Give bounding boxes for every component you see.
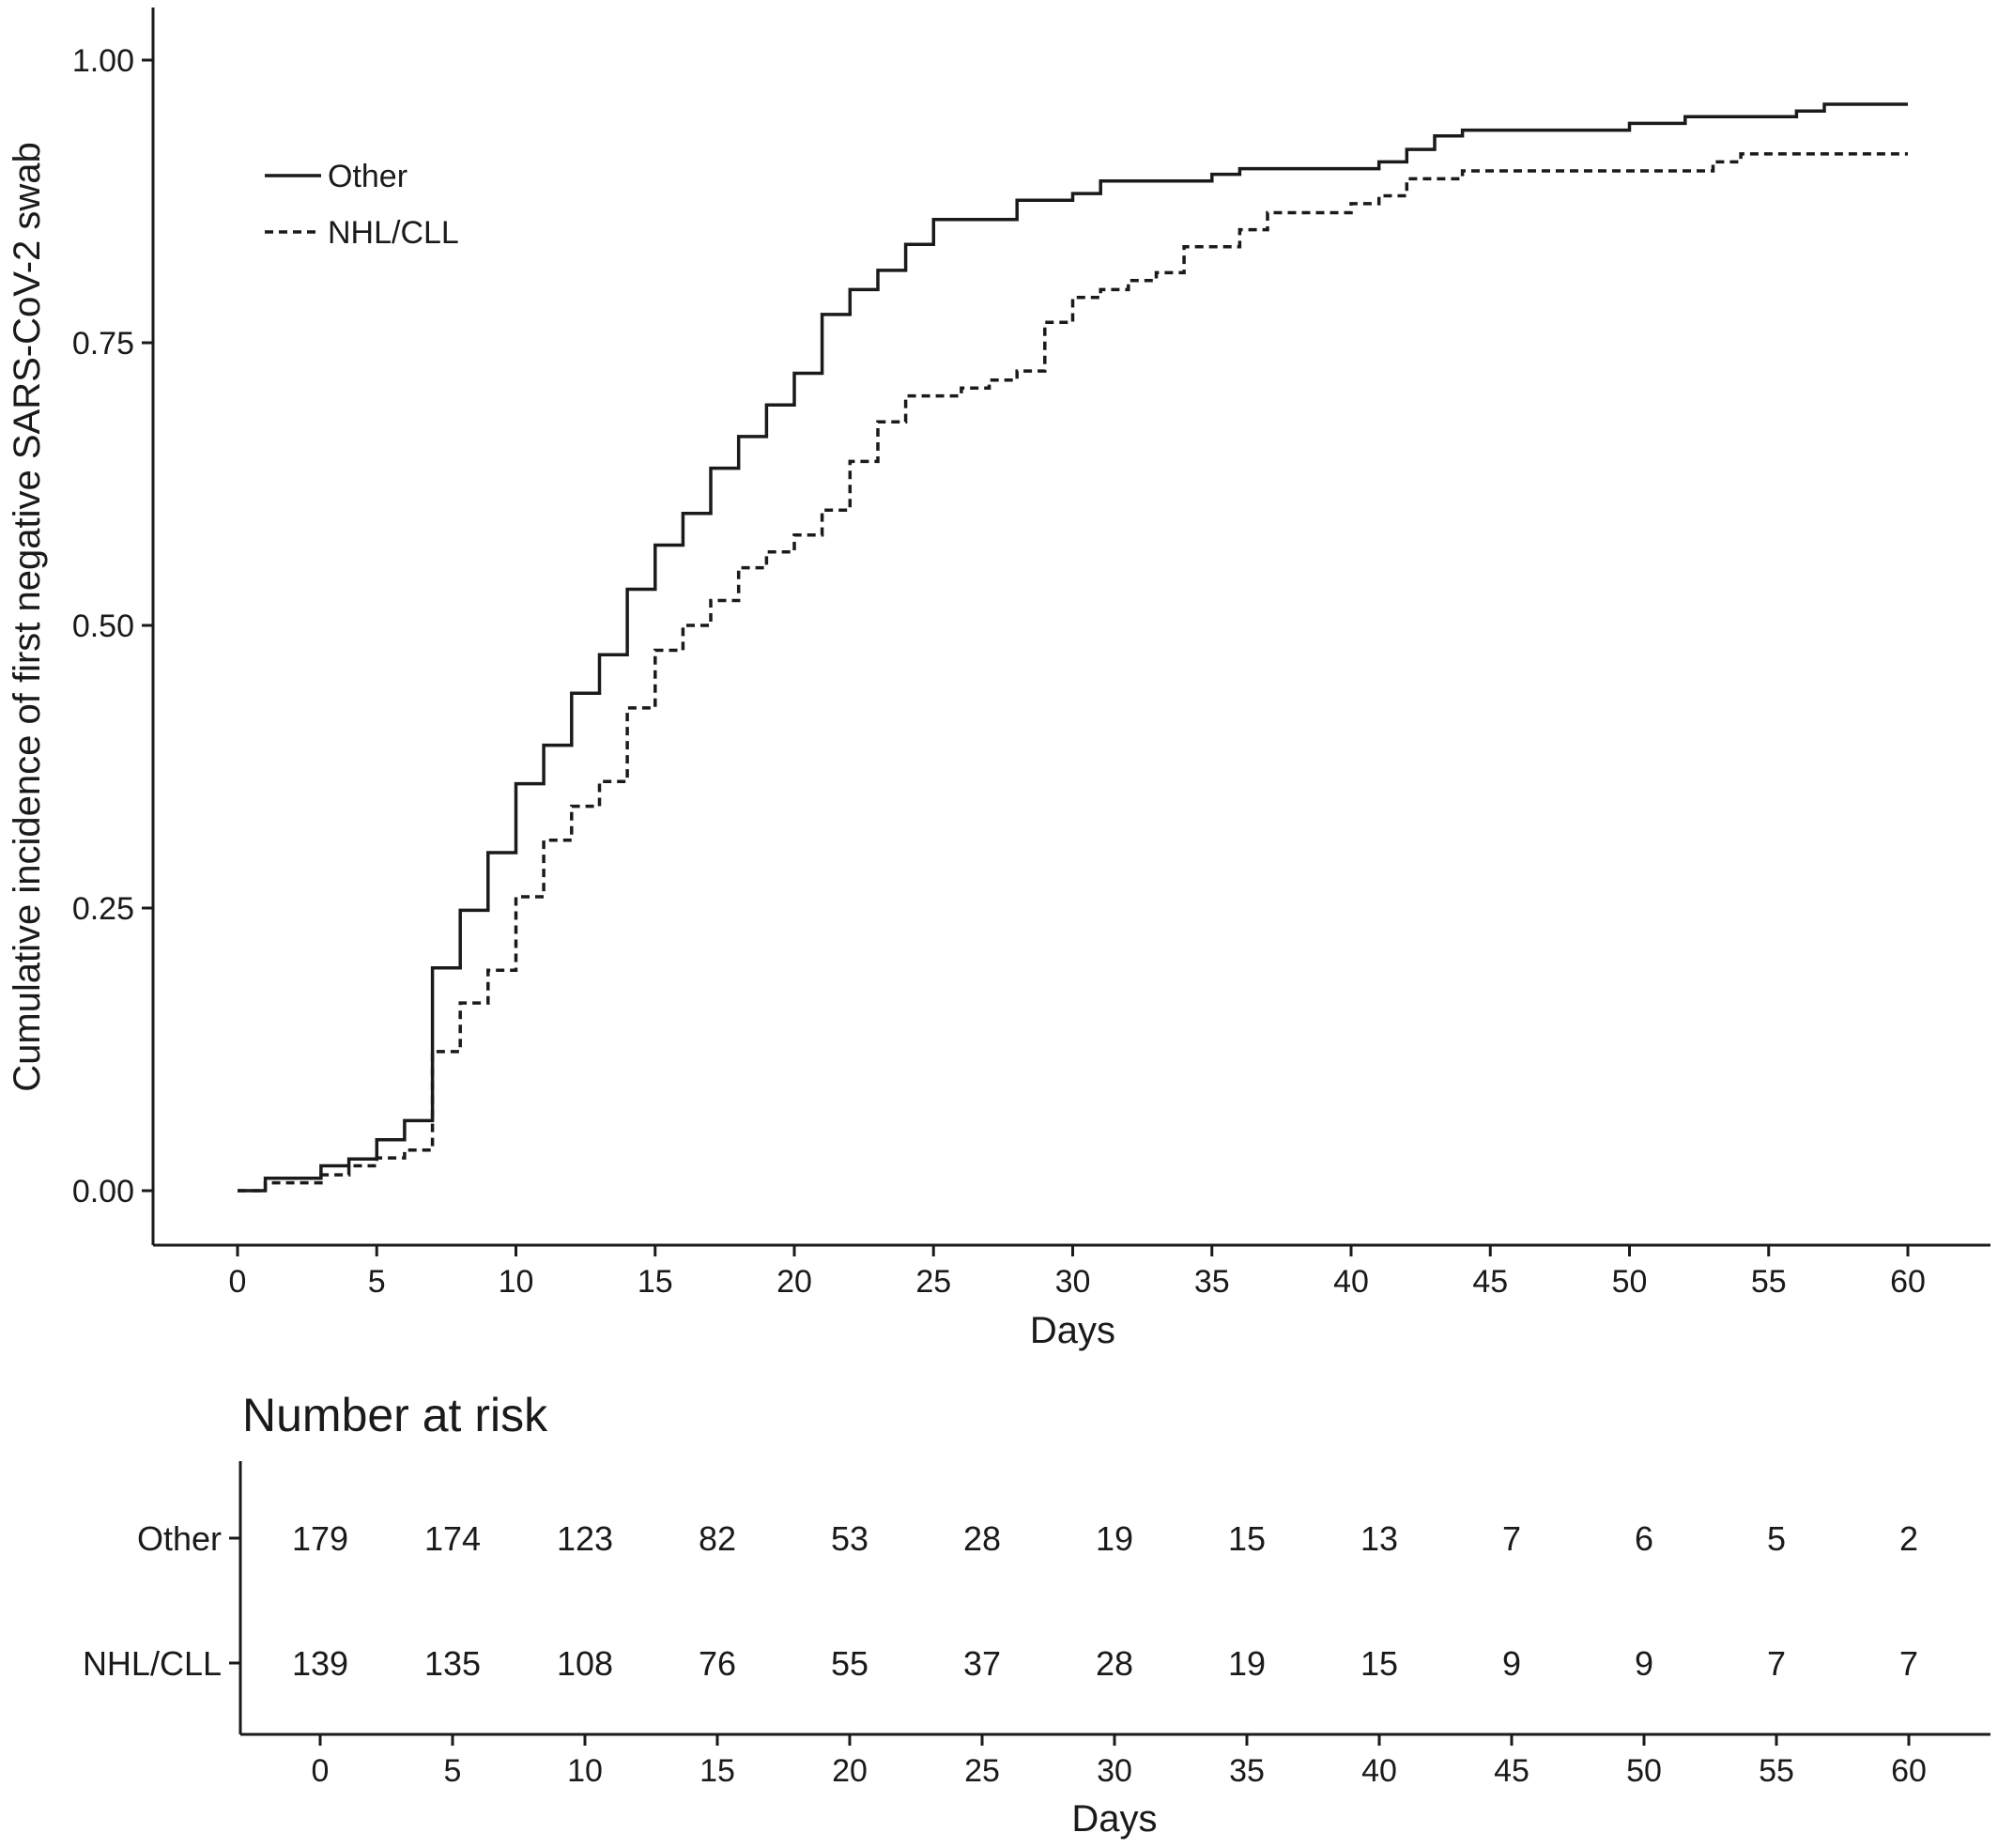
x-tick-label: 25 bbox=[915, 1264, 951, 1300]
series-lines bbox=[238, 102, 1908, 1193]
legend-label: Other bbox=[328, 159, 407, 194]
x-axis-title: Days bbox=[1030, 1310, 1115, 1351]
risk-cell: 135 bbox=[424, 1644, 481, 1683]
risk-cell: 7 bbox=[1899, 1644, 1918, 1683]
risk-x-tick-label: 40 bbox=[1361, 1753, 1397, 1789]
x-tick-label: 15 bbox=[638, 1264, 673, 1300]
y-tick-label: 0.00 bbox=[72, 1174, 134, 1209]
risk-cell: 28 bbox=[1096, 1644, 1133, 1683]
series-line-nhl-cll bbox=[238, 152, 1908, 1193]
risk-cell: 7 bbox=[1767, 1644, 1786, 1683]
risk-cell: 7 bbox=[1502, 1519, 1521, 1558]
risk-x-tick-label: 45 bbox=[1494, 1753, 1529, 1789]
x-tick-label: 40 bbox=[1333, 1264, 1369, 1300]
risk-cell: 82 bbox=[699, 1519, 736, 1558]
risk-cell: 2 bbox=[1899, 1519, 1918, 1558]
x-tick-label: 35 bbox=[1194, 1264, 1230, 1300]
y-tick-label: 0.50 bbox=[72, 608, 134, 644]
risk-cell: 123 bbox=[557, 1519, 613, 1558]
risk-x-tick-label: 60 bbox=[1891, 1753, 1927, 1789]
main-plot: 0.00 0.25 0.50 0.75 1.00 0 5 10 15 20 25 30 35 40 45 5… bbox=[7, 8, 1990, 1351]
y-axis-title: Cumulative incidence of first negative S… bbox=[7, 142, 48, 1092]
risk-cell: 174 bbox=[424, 1519, 481, 1558]
risk-cell: 28 bbox=[963, 1519, 1001, 1558]
x-axis-ticks: 0 5 10 15 20 25 30 35 40 45 50 55 60 bbox=[229, 1245, 1926, 1300]
risk-cell: 9 bbox=[1635, 1644, 1653, 1683]
risk-cell: 19 bbox=[1096, 1519, 1133, 1558]
risk-cell: 53 bbox=[831, 1519, 868, 1558]
x-tick-label: 45 bbox=[1472, 1264, 1508, 1300]
risk-x-tick-label: 25 bbox=[964, 1753, 1000, 1789]
risk-x-tick-label: 10 bbox=[567, 1753, 603, 1789]
risk-table: Number at risk Other 179 174 123 82 53 28 19 15 1… bbox=[83, 1389, 1990, 1840]
series-line-other bbox=[238, 102, 1908, 1193]
y-tick-label: 1.00 bbox=[72, 43, 134, 79]
x-tick-label: 5 bbox=[368, 1264, 386, 1300]
risk-x-tick-label: 5 bbox=[444, 1753, 462, 1789]
risk-table-x-axis-title: Days bbox=[1071, 1798, 1157, 1840]
risk-cell: 9 bbox=[1502, 1644, 1521, 1683]
risk-cell: 15 bbox=[1360, 1644, 1398, 1683]
x-tick-label: 60 bbox=[1890, 1264, 1926, 1300]
risk-x-tick-label: 30 bbox=[1097, 1753, 1132, 1789]
x-tick-label: 30 bbox=[1055, 1264, 1091, 1300]
risk-cell: 13 bbox=[1360, 1519, 1398, 1558]
x-tick-label: 55 bbox=[1751, 1264, 1787, 1300]
risk-cell: 15 bbox=[1228, 1519, 1266, 1558]
risk-cell: 19 bbox=[1228, 1644, 1266, 1683]
risk-x-tick-label: 50 bbox=[1626, 1753, 1662, 1789]
risk-cell: 139 bbox=[292, 1644, 348, 1683]
x-tick-label: 50 bbox=[1612, 1264, 1648, 1300]
risk-cell: 108 bbox=[557, 1644, 613, 1683]
risk-cell: 6 bbox=[1635, 1519, 1653, 1558]
risk-x-tick-label: 15 bbox=[699, 1753, 735, 1789]
risk-cell: 179 bbox=[292, 1519, 348, 1558]
y-axis-ticks: 0.00 0.25 0.50 0.75 1.00 bbox=[72, 43, 153, 1209]
x-tick-label: 0 bbox=[229, 1264, 247, 1300]
x-tick-label: 20 bbox=[776, 1264, 812, 1300]
risk-x-tick-label: 20 bbox=[832, 1753, 868, 1789]
x-tick-label: 10 bbox=[499, 1264, 534, 1300]
risk-cell: 5 bbox=[1767, 1519, 1786, 1558]
risk-row-label: NHL/CLL bbox=[83, 1644, 222, 1683]
legend-label: NHL/CLL bbox=[328, 215, 459, 251]
risk-x-tick-label: 0 bbox=[312, 1753, 330, 1789]
risk-x-tick-label: 55 bbox=[1759, 1753, 1794, 1789]
legend: Other NHL/CLL bbox=[265, 159, 459, 251]
risk-row-label: Other bbox=[137, 1519, 222, 1558]
risk-cell: 37 bbox=[963, 1644, 1001, 1683]
risk-cell: 55 bbox=[831, 1644, 868, 1683]
risk-table-x-ticks: 0 5 10 15 20 25 30 35 40 45 50 55 60 bbox=[312, 1734, 1927, 1789]
risk-x-tick-label: 35 bbox=[1229, 1753, 1265, 1789]
y-tick-label: 0.25 bbox=[72, 891, 134, 927]
risk-table-title: Number at risk bbox=[242, 1389, 548, 1441]
risk-cell: 76 bbox=[699, 1644, 736, 1683]
y-tick-label: 0.75 bbox=[72, 326, 134, 362]
